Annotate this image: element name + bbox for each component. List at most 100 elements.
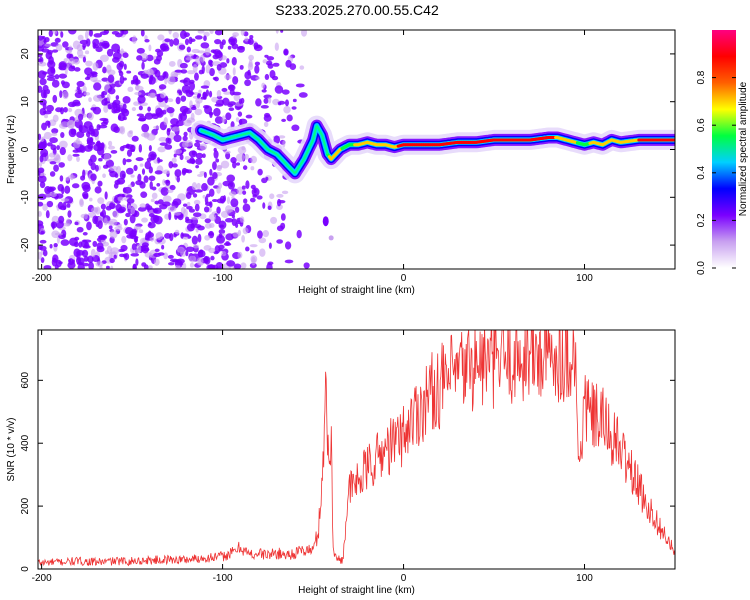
noise-blob [147,265,153,269]
noise-blob [162,169,171,175]
noise-blob [146,157,152,162]
spectrogram-xtick-label: -200 [32,273,52,284]
noise-blob [168,262,175,266]
noise-blob [53,164,59,172]
noise-blob [241,185,246,190]
noise-blob [191,235,198,245]
noise-blob [202,92,207,99]
noise-blob [79,39,89,45]
noise-blob [110,123,119,132]
noise-blob [178,113,183,122]
noise-blob [222,180,231,187]
noise-blob [50,221,57,229]
noise-blob [61,222,71,227]
noise-blob [228,107,235,111]
noise-blob [87,143,94,150]
noise-blob [127,205,132,210]
noise-blob [106,48,114,57]
snr-xlabel: Height of straight line (km) [298,585,415,596]
ridge-core [303,154,307,160]
noise-blob [191,48,200,54]
noise-blob [84,30,89,40]
noise-blob [275,30,279,34]
noise-blob [141,168,146,175]
noise-blob [208,90,213,98]
noise-blob [216,206,221,214]
ridge-core [295,167,300,172]
noise-blob [103,42,107,46]
noise-blob [86,131,91,138]
noise-blob [284,259,294,264]
noise-blob [267,205,272,210]
noise-blob [83,92,91,96]
noise-blob [223,91,232,95]
noise-blob [292,98,297,103]
noise-blob [58,162,65,168]
noise-blob [115,95,120,100]
noise-blob [112,210,119,218]
noise-blob [125,167,134,175]
noise-blob [52,30,58,35]
noise-blob [250,155,258,164]
noise-blob [88,97,92,103]
noise-blob [51,257,58,267]
noise-blob [167,205,177,212]
noise-blob [157,146,166,153]
snr-xtick-label: 0 [401,573,407,584]
noise-blob [188,91,195,95]
ridge-core [287,165,291,169]
noise-blob [137,95,146,104]
noise-blob [267,96,272,104]
noise-blob [282,140,286,148]
noise-blob [99,117,109,122]
noise-blob [148,76,156,85]
noise-blob [176,266,184,269]
noise-blob [197,173,204,177]
noise-blob [74,221,79,226]
noise-blob [245,246,250,252]
noise-blob [138,115,147,122]
noise-blob [227,45,232,50]
noise-blob [125,158,132,163]
noise-blob [276,193,284,198]
noise-blob [51,79,60,88]
noise-blob [231,57,237,66]
noise-blob [171,163,178,168]
noise-blob [181,233,190,237]
noise-blob [274,42,279,52]
noise-blob [56,145,61,151]
noise-blob [39,181,46,189]
noise-blob [49,187,53,192]
noise-blob [38,142,46,150]
noise-blob [243,198,248,204]
noise-blob [53,153,61,161]
noise-blob [95,261,104,267]
noise-blob [183,131,188,137]
noise-blob [54,37,61,43]
noise-blob [148,144,152,152]
noise-blob [120,244,128,252]
noise-blob [296,229,302,239]
noise-blob [229,182,234,187]
noise-blob [171,73,179,78]
noise-blob [253,44,263,52]
noise-blob [188,36,193,45]
noise-blob [101,90,108,96]
noise-blob [63,58,68,63]
noise-blob [125,212,131,218]
noise-blob [276,239,284,244]
noise-blob [98,234,107,241]
noise-blob [108,225,113,230]
noise-blob [77,89,82,95]
noise-blob [50,144,57,151]
noise-blob [67,210,72,218]
noise-blob [285,59,292,68]
noise-blob [82,169,86,178]
noise-blob [172,198,182,206]
ridge-core [216,136,220,139]
ridge-core [263,144,267,149]
noise-blob [67,154,73,162]
noise-blob [199,143,208,151]
noise-blob [148,175,156,182]
noise-blob [206,264,216,269]
